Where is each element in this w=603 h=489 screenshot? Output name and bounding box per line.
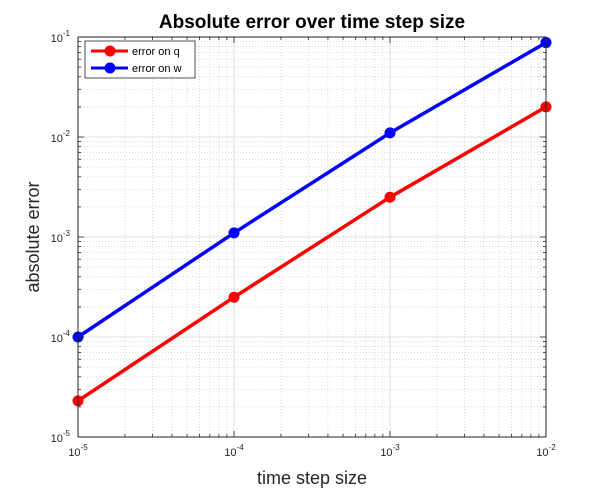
- chart-title: Absolute error over time step size: [159, 12, 465, 33]
- legend: error on q error on w: [84, 40, 196, 79]
- x-tick-label: 10-5: [68, 443, 88, 459]
- data-point-series-0: [228, 291, 240, 303]
- tick-marks: [77, 36, 547, 438]
- grid: [78, 37, 546, 437]
- series-line-1: [77, 41, 547, 339]
- legend-label-w: error on w: [132, 63, 182, 75]
- y-tick-label: 10-5: [51, 429, 71, 445]
- y-tick-label: 10-1: [51, 29, 71, 45]
- x-tick-label: 10-3: [380, 443, 400, 459]
- y-axis-label: absolute error: [23, 181, 43, 292]
- legend-box: [84, 40, 196, 79]
- y-tick-label: 10-4: [51, 329, 71, 345]
- tick-labels: 10-5 10-4 10-3 10-2 10-5 10-4 10-3 10-2 10-1: [51, 29, 557, 459]
- x-tick-label: 10-4: [224, 443, 244, 459]
- legend-marker-w: [104, 62, 116, 74]
- legend-label-q: error on q: [132, 46, 180, 58]
- legend-marker-q: [104, 45, 116, 57]
- data-point-series-1: [384, 127, 396, 139]
- series-line-0: [77, 105, 547, 403]
- y-tick-label: 10-3: [51, 229, 71, 245]
- y-tick-label: 10-2: [51, 129, 71, 145]
- data-point-series-0: [384, 191, 396, 203]
- x-tick-label: 10-2: [536, 443, 556, 459]
- x-axis-label: time step size: [257, 468, 367, 488]
- data-point-series-1: [228, 227, 240, 239]
